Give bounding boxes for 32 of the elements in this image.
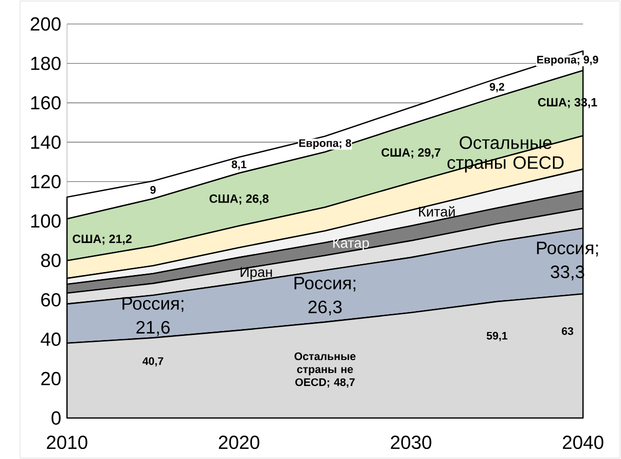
x-tick-label: 2040 <box>562 436 604 450</box>
data-label: 9 <box>150 186 156 194</box>
data-label: Россия; 21,6 <box>122 297 184 336</box>
series-label: Иран <box>240 267 272 280</box>
data-label: США; 21,2 <box>72 234 132 245</box>
data-label: Остальные страны не OECD; 48,7 <box>294 352 356 388</box>
y-tick-label: 200 <box>30 17 61 31</box>
y-tick-label: 180 <box>31 56 61 70</box>
y-tick-label: 100 <box>31 214 61 228</box>
data-label: Европа; 8 <box>299 139 352 150</box>
data-label: 63 <box>562 327 574 336</box>
data-label: Россия; 26,3 <box>294 276 356 316</box>
data-label: Европа; 9,9 <box>537 56 598 66</box>
data-label: 9,2 <box>490 82 504 92</box>
x-tick-label: 2010 <box>46 436 88 450</box>
data-label: 40,7 <box>142 357 164 367</box>
y-tick-label: 60 <box>41 293 61 307</box>
data-label: США; 29,7 <box>382 148 440 158</box>
data-label: 8,1 <box>232 160 246 170</box>
y-tick-label: 40 <box>40 332 61 346</box>
data-label: 59,1 <box>486 332 508 342</box>
x-tick-label: 2020 <box>218 436 260 450</box>
series-label: Китай <box>419 206 455 217</box>
y-tick-label: 140 <box>31 135 61 149</box>
y-tick-label: 0 <box>52 411 61 425</box>
y-tick-label: 160 <box>31 96 61 110</box>
y-tick-label: 20 <box>41 372 61 386</box>
y-tick-label: 80 <box>41 254 61 268</box>
data-label: США; 26,8 <box>210 194 269 205</box>
x-tick-label: 2030 <box>390 436 432 450</box>
y-tick-label: 120 <box>31 174 61 188</box>
series-label: Катар <box>333 238 369 251</box>
